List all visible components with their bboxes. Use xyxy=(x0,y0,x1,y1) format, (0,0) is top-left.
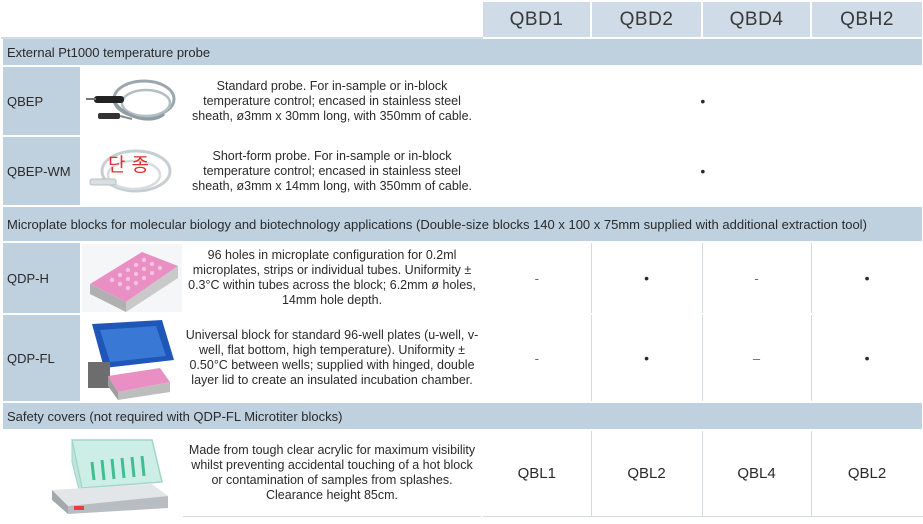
cover-model-qbd1: QBL1 xyxy=(481,429,592,517)
table-row: QBEP-WM 단 종 Short-form probe. For in-sam… xyxy=(1,135,923,207)
compatibility-mark: • xyxy=(481,135,923,207)
column-header-qbh2: QBH2 xyxy=(810,0,923,39)
cover-model-qbd4: QBL4 xyxy=(701,429,812,517)
column-header-qbd2: QBD2 xyxy=(590,0,704,39)
section-header: External Pt1000 temperature probe xyxy=(0,37,923,67)
compatibility-qbd4: - xyxy=(701,241,812,315)
probe-image xyxy=(80,65,183,137)
compatibility-qbd2: • xyxy=(590,241,703,315)
column-header-qbd4: QBD4 xyxy=(701,0,813,39)
compatibility-mark: • xyxy=(481,65,923,137)
product-code: QDP-FL xyxy=(1,313,82,403)
hinged-lid-block-image xyxy=(80,313,183,403)
compatibility-qbd2: • xyxy=(590,313,703,403)
table-row: QBEP Standard probe. For in-sample or in… xyxy=(1,65,923,137)
header-row: QBD1 QBD2 QBD4 QBH2 xyxy=(0,0,923,39)
compatibility-qbd1: - xyxy=(481,313,592,403)
cover-model-qbh2: QBL2 xyxy=(810,429,923,517)
product-description: Universal block for standard 96-well pla… xyxy=(180,313,484,403)
product-code: QBEP-WM xyxy=(1,135,82,207)
compatibility-qbd1: - xyxy=(481,241,592,315)
header-blank xyxy=(0,0,484,39)
product-description: 96 holes in microplate configuration for… xyxy=(180,241,484,315)
table-row: QDP-H 96 holes in microplate configurati… xyxy=(1,241,923,315)
short-probe-image: 단 종 xyxy=(80,135,183,207)
product-code: QDP-H xyxy=(1,241,82,315)
column-header-qbd1: QBD1 xyxy=(481,0,593,39)
microplate-block-image xyxy=(80,241,183,315)
section-title: External Pt1000 temperature probe xyxy=(0,37,923,67)
table-row: Made from tough clear acrylic for maximu… xyxy=(1,429,923,517)
compatibility-qbh2: • xyxy=(810,241,923,315)
product-code: QBEP xyxy=(1,65,82,137)
section-header: Microplate blocks for molecular biology … xyxy=(0,205,923,243)
product-description: Short-form probe. For in-sample or in-bl… xyxy=(180,135,484,207)
cover-model-qbd2: QBL2 xyxy=(590,429,703,517)
product-description: Standard probe. For in-sample or in-bloc… xyxy=(180,65,484,137)
discontinued-stamp: 단 종 xyxy=(108,154,149,176)
product-description: Made from tough clear acrylic for maximu… xyxy=(180,429,484,517)
table-row: QDP-FL Universal block for standard 96-w… xyxy=(1,313,923,403)
compatibility-qbd4: – xyxy=(701,313,812,403)
section-title: Microplate blocks for molecular biology … xyxy=(0,205,923,243)
safety-cover-image xyxy=(1,429,183,517)
section-title: Safety covers (not required with QDP-FL … xyxy=(0,401,923,431)
compatibility-qbh2: • xyxy=(810,313,923,403)
section-header: Safety covers (not required with QDP-FL … xyxy=(0,401,923,431)
